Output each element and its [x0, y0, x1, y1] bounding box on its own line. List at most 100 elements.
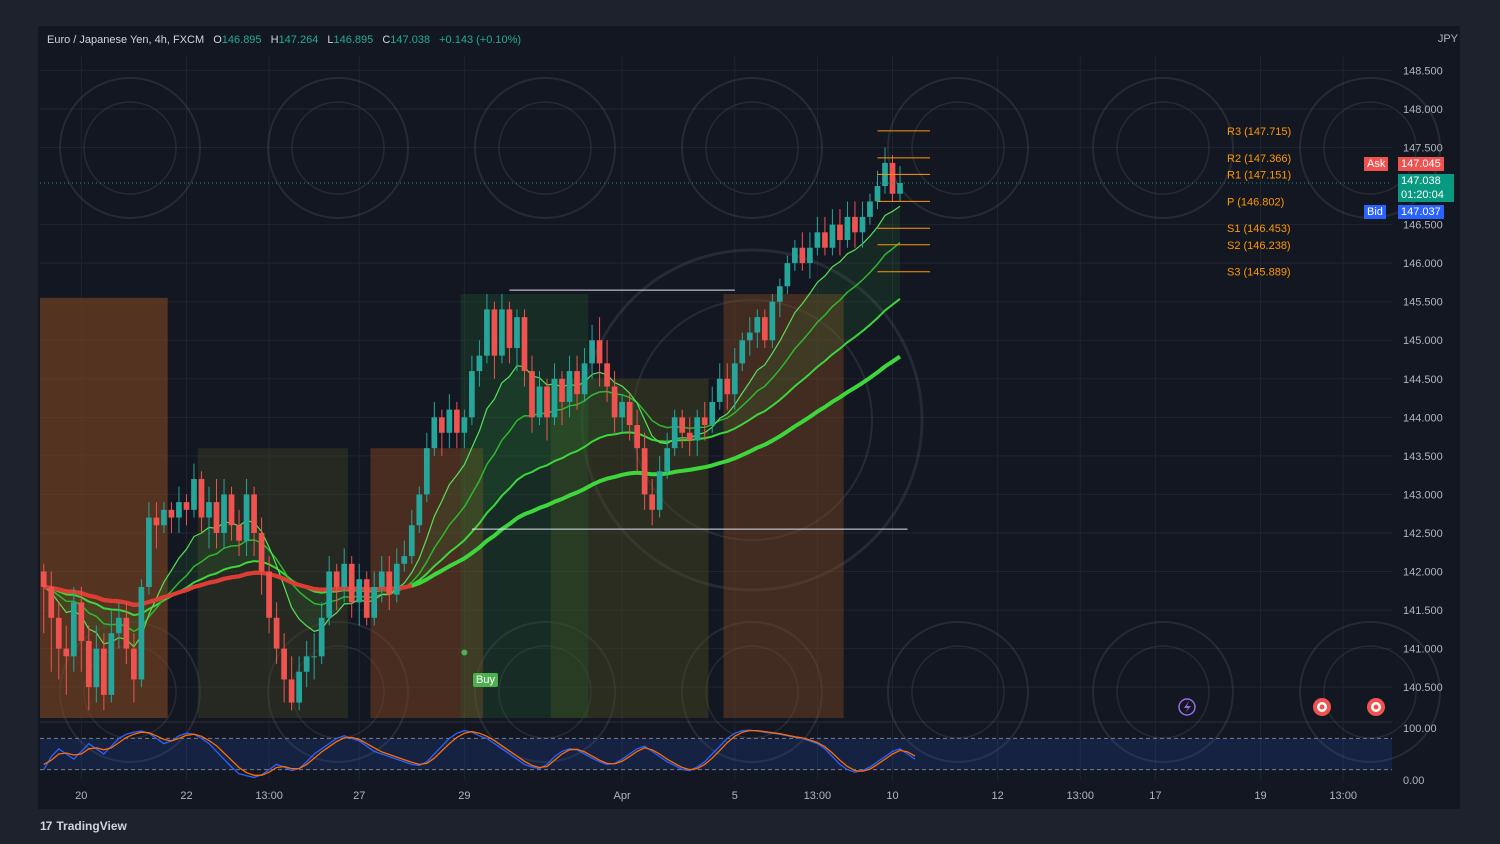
- candle: [431, 401, 438, 456]
- candle: [724, 363, 731, 410]
- candle-body: [792, 247, 798, 264]
- symbol-header[interactable]: Euro / Japanese Yen, 4h, FXCM O146.895 H…: [47, 34, 522, 46]
- candle: [138, 579, 145, 688]
- watermark-seal-ring: [83, 101, 177, 195]
- candle-body: [138, 586, 145, 680]
- candle-body: [852, 216, 858, 233]
- y-tick-label: 144.000: [1403, 412, 1443, 424]
- candle-body: [341, 563, 348, 587]
- candle-body: [123, 617, 130, 649]
- x-tick-label: 22: [180, 790, 192, 802]
- candle: [529, 355, 535, 433]
- candle: [206, 486, 212, 549]
- candle: [469, 355, 475, 426]
- candle: [814, 216, 821, 256]
- candle: [514, 309, 520, 372]
- candle-body: [243, 494, 250, 541]
- candle-body: [206, 502, 212, 518]
- candle: [438, 409, 445, 456]
- watermark-seal-ring: [498, 101, 592, 195]
- candle-body: [671, 417, 678, 449]
- pivot-label-r2: R2 (147.366): [1227, 153, 1291, 165]
- candle: [221, 479, 227, 549]
- candle-body: [176, 502, 182, 518]
- candle-body: [318, 617, 325, 657]
- candle-body: [867, 201, 873, 217]
- candle-body: [506, 309, 513, 348]
- ask-label: Ask: [1364, 157, 1389, 171]
- candle-body: [784, 263, 791, 287]
- candle-body: [626, 401, 633, 426]
- pivot-label-p: P (146.802): [1227, 196, 1284, 208]
- candle-body: [619, 401, 625, 418]
- candle: [589, 324, 595, 379]
- candle-body: [363, 579, 370, 618]
- candle-body: [78, 602, 85, 641]
- y-tick-label: 148.500: [1403, 65, 1443, 77]
- candle-body: [686, 432, 693, 441]
- candle: [416, 486, 423, 533]
- candle: [153, 502, 160, 549]
- oscillator-tick-label: 0.00: [1403, 775, 1424, 787]
- y-tick-label: 143.500: [1403, 451, 1443, 463]
- candle: [318, 602, 325, 665]
- candle-body: [423, 448, 430, 495]
- candle: [191, 463, 197, 518]
- candle: [423, 432, 430, 503]
- candle: [867, 193, 873, 225]
- candle-body: [536, 386, 543, 418]
- candle-body: [431, 417, 438, 449]
- candle-body: [266, 571, 272, 618]
- y-tick-label: 147.500: [1403, 143, 1443, 155]
- candle: [266, 556, 272, 634]
- candle-body: [131, 648, 137, 680]
- candle: [356, 563, 363, 626]
- x-tick-label: 27: [353, 790, 365, 802]
- candle: [236, 509, 242, 557]
- pivot-label-s2: S2 (146.238): [1227, 240, 1291, 252]
- x-tick-label: 19: [1254, 790, 1266, 802]
- y-tick-label: 145.500: [1403, 297, 1443, 309]
- candle: [371, 571, 378, 626]
- candle: [401, 540, 408, 572]
- candle: [341, 548, 348, 603]
- y-tick-label: 148.000: [1403, 104, 1443, 116]
- candle: [348, 556, 355, 618]
- candle-body: [776, 286, 783, 302]
- tradingview-branding[interactable]: 17 TradingView: [40, 819, 127, 833]
- candle-body: [191, 479, 197, 510]
- buy-signal-marker: [461, 649, 468, 656]
- candle: [754, 309, 761, 348]
- last-price: 147.038: [1398, 174, 1454, 188]
- candle-body: [799, 247, 806, 264]
- y-tick-label: 141.500: [1403, 605, 1443, 617]
- candle-body: [822, 232, 828, 248]
- candle: [116, 602, 122, 649]
- candle: [536, 371, 543, 426]
- x-tick-label: 12: [992, 790, 1004, 802]
- candle: [792, 240, 798, 271]
- candle-body: [326, 571, 333, 618]
- candle: [281, 633, 287, 703]
- candle: [146, 502, 152, 595]
- candle-body: [656, 471, 663, 510]
- y-tick-label: 146.500: [1403, 220, 1443, 232]
- candle-body: [679, 417, 686, 433]
- candle: [634, 409, 640, 472]
- candle-body: [401, 556, 408, 564]
- candle: [761, 309, 768, 348]
- candle: [446, 394, 453, 449]
- candle-body: [273, 617, 280, 649]
- candle-body: [236, 525, 242, 541]
- candle: [393, 548, 400, 603]
- candle: [784, 255, 791, 294]
- candle: [626, 394, 633, 441]
- candle: [641, 432, 648, 510]
- candle-body: [281, 648, 287, 680]
- candle-body: [874, 186, 881, 202]
- candle-body: [604, 363, 610, 387]
- y-tick-label: 145.000: [1403, 335, 1443, 347]
- candle-body: [393, 563, 400, 595]
- candle-body: [611, 386, 618, 418]
